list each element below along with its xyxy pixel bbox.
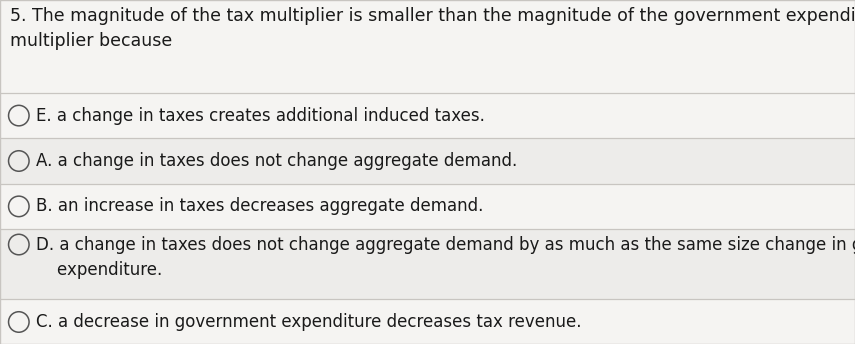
Text: E. a change in taxes creates additional induced taxes.: E. a change in taxes creates additional …	[36, 107, 485, 125]
Text: D. a change in taxes does not change aggregate demand by as much as the same siz: D. a change in taxes does not change agg…	[36, 236, 855, 279]
Text: C. a decrease in government expenditure decreases tax revenue.: C. a decrease in government expenditure …	[36, 313, 581, 331]
Text: B. an increase in taxes decreases aggregate demand.: B. an increase in taxes decreases aggreg…	[36, 197, 483, 215]
Bar	[0, 138, 855, 184]
Bar	[0, 0, 855, 93]
Bar	[0, 299, 855, 344]
Bar	[0, 93, 855, 138]
Bar	[0, 184, 855, 229]
Text: 5. The magnitude of the tax multiplier is smaller than the magnitude of the gove: 5. The magnitude of the tax multiplier i…	[10, 7, 855, 50]
Text: A. a change in taxes does not change aggregate demand.: A. a change in taxes does not change agg…	[36, 152, 517, 170]
Bar	[0, 229, 855, 299]
